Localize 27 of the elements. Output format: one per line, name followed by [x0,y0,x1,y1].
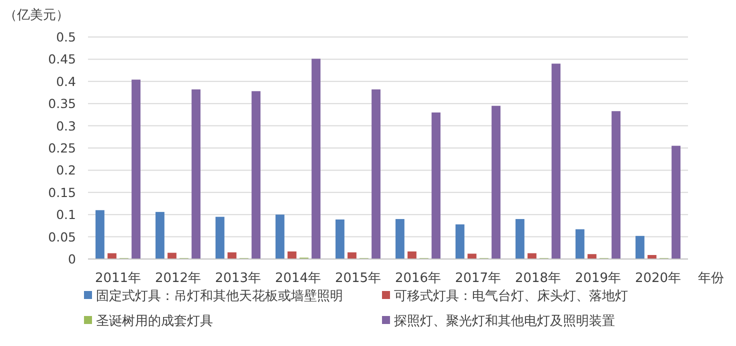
x-tick-label: 2011年 [94,271,142,286]
y-tick-label: 0.2 [56,162,76,178]
y-tick-label: 0.25 [48,140,76,156]
y-tick-label: 0.45 [48,52,76,67]
y-tick-label: 0.05 [48,229,76,244]
x-tick-label: 2012年 [154,271,202,286]
y-tick-label: 0.35 [48,96,76,112]
x-tick-label: 2014年 [274,271,322,286]
y-tick-label: 0 [68,252,76,266]
x-tick-label: 2013年 [214,271,262,286]
y-axis-title: （亿美元） [4,7,69,23]
x-tick-label: 2018年 [514,271,562,286]
legend-label: 固定式灯具：吊灯和其他天花板或墙壁照明 [96,289,343,304]
x-tick-label: 2020年 [634,271,682,286]
x-tick-label: 2016年 [394,271,442,286]
y-tick-label: 0.5 [56,30,76,44]
x-tick-label: 2015年 [334,271,382,286]
legend-label: 可移式灯具：电气台灯、床头灯、落地灯 [394,289,628,304]
y-tick-label: 0.1 [56,207,76,222]
legend-label: 圣诞树用的成套灯具 [96,314,213,329]
y-tick-label: 0.4 [56,74,76,89]
x-tick-label: 2019年 [574,271,622,286]
y-tick-label: 0.3 [56,118,76,134]
x-axis-title: 年份 [698,271,724,286]
y-tick-label: 0.15 [48,184,76,200]
legend-label: 探照灯、聚光灯和其他电灯及照明装置 [394,314,615,329]
x-tick-label: 2017年 [454,271,502,286]
